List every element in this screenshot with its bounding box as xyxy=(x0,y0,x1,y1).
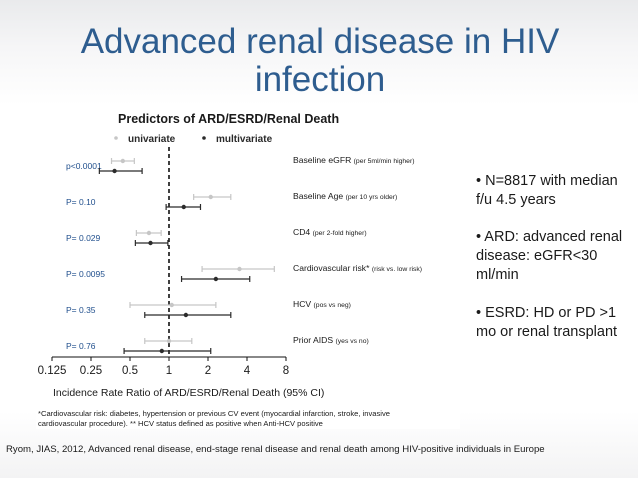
bullet-esrd-definition: • ESRD: HD or PD >1 mo or renal transpla… xyxy=(476,305,618,340)
univariate-point-estimate xyxy=(120,158,126,164)
x-tick-label: 1 xyxy=(166,365,172,377)
legend-marker-multivariate xyxy=(202,136,206,140)
slide-title: Advanced renal disease in HIV xyxy=(80,22,560,61)
multivariate-point-estimate xyxy=(112,168,117,174)
predictor-detail: (per 5ml/min higher) xyxy=(354,158,415,165)
bullet-ard-definition: • ARD: advanced renal disease: eGFR<30 m… xyxy=(476,229,623,283)
x-tick-label: 0.125 xyxy=(38,365,67,377)
forest-plot-figure: Predictors of ARD/ESRD/Renal Death univar… xyxy=(36,107,460,429)
p-value-label: P= 0.76 xyxy=(66,341,96,351)
univariate-point-estimate xyxy=(237,266,242,272)
x-tick-label: 2 xyxy=(205,365,211,377)
legend-label-multivariate: multivariate xyxy=(216,134,273,145)
univariate-point-estimate xyxy=(146,230,152,236)
predictor-label: Cardiovascular risk* (risk vs. low risk) xyxy=(293,263,422,273)
p-value-label: P= 0.029 xyxy=(66,233,101,243)
x-tick-label: 0.5 xyxy=(122,365,138,377)
bullet-sample-size: • N=8817 with median f/u 4.5 years xyxy=(476,173,618,208)
predictor-detail: (pos vs neg) xyxy=(314,302,351,309)
predictor-label: Baseline Age (per 10 yrs older) xyxy=(293,191,397,201)
univariate-point-estimate xyxy=(169,302,174,308)
forest-plot: Predictors of ARD/ESRD/Renal Death univar… xyxy=(38,112,422,428)
predictor-detail: (risk vs. low risk) xyxy=(372,266,422,273)
predictor-label: Prior AIDS (yes vs no) xyxy=(293,335,369,345)
x-axis-label: Incidence Rate Ratio of ARD/ESRD/Renal D… xyxy=(53,387,324,399)
p-value-label: p<0.0001 xyxy=(66,161,102,171)
predictor-label: CD4 (per 2-fold higher) xyxy=(293,227,367,237)
multivariate-point-estimate xyxy=(148,240,153,246)
univariate-point-estimate xyxy=(166,338,172,344)
predictor-label: HCV (pos vs neg) xyxy=(293,299,351,309)
predictor-name: HCV xyxy=(293,299,314,309)
x-tick-label: 0.25 xyxy=(80,365,102,377)
footnote-line-2: cardiovascular procedure). ** HCV status… xyxy=(38,419,323,428)
multivariate-point-estimate xyxy=(159,348,165,354)
chart-title: Predictors of ARD/ESRD/Renal Death xyxy=(118,112,339,126)
x-tick-label: 8 xyxy=(283,365,289,377)
predictor-detail: (per 10 yrs older) xyxy=(346,194,398,201)
legend-marker-univariate xyxy=(114,136,118,140)
multivariate-point-estimate xyxy=(213,276,219,282)
citation: Ryom, JIAS, 2012, Advanced renal disease… xyxy=(6,444,545,455)
p-value-label: P= 0.35 xyxy=(66,305,96,315)
predictor-name: Baseline eGFR xyxy=(293,155,354,165)
p-value-label: P= 0.10 xyxy=(66,197,96,207)
slide-title-continued: infection xyxy=(254,60,386,99)
multivariate-point-estimate xyxy=(183,312,189,318)
predictor-name: Prior AIDS xyxy=(293,335,336,345)
predictor-name: Baseline Age xyxy=(293,191,346,201)
multivariate-point-estimate xyxy=(181,204,186,210)
univariate-point-estimate xyxy=(208,194,213,200)
predictor-detail: (yes vs no) xyxy=(336,338,369,345)
predictor-name: Cardiovascular risk* xyxy=(293,263,372,273)
footnote-line-1: *Cardiovascular risk: diabetes, hyperten… xyxy=(38,409,390,418)
predictor-label: Baseline eGFR (per 5ml/min higher) xyxy=(293,155,415,165)
x-tick-label: 4 xyxy=(244,365,251,377)
p-value-label: P= 0.0095 xyxy=(66,269,105,279)
predictor-detail: (per 2-fold higher) xyxy=(313,230,367,237)
legend-label-univariate: univariate xyxy=(128,134,176,145)
predictor-name: CD4 xyxy=(293,227,313,237)
